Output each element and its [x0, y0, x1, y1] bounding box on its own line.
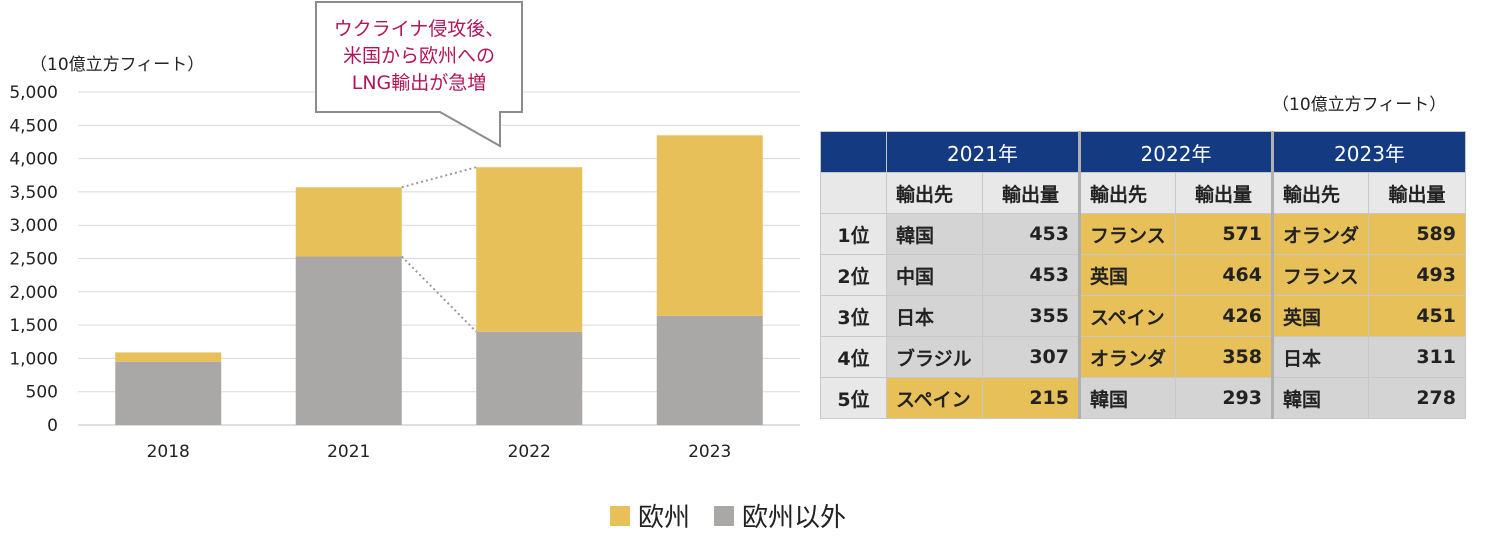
bar-segment: [115, 352, 222, 362]
export-ranking-table: 2021年 2022年 2023年 輸出先 輸出量 輸出先 輸出量 輸出先 輸出…: [820, 131, 1466, 419]
volume-cell: 307: [982, 336, 1080, 378]
connector-line-bottom: [401, 255, 477, 333]
y-tick-label: 3,000: [9, 216, 58, 236]
y-tick-label: 2,000: [9, 283, 58, 303]
volume-cell: 355: [982, 295, 1080, 337]
y-tick-label: 5,000: [9, 83, 58, 103]
x-tick-label: 2022: [508, 442, 551, 462]
bar-segment: [656, 135, 763, 316]
destination-cell: 日本: [886, 295, 983, 337]
y-tick-label: 4,500: [9, 116, 58, 136]
destination-cell: フランス: [1078, 213, 1176, 255]
destination-cell: 日本: [1271, 336, 1369, 378]
subheader-corner: [820, 172, 887, 214]
col-vol-2021: 輸出量: [982, 172, 1080, 214]
rank-label: 1位: [820, 213, 887, 255]
legend-item-europe: 欧州: [610, 497, 690, 534]
bar-segment: [115, 361, 222, 425]
volume-cell: 311: [1368, 336, 1466, 378]
header-corner: [820, 131, 887, 173]
year-2023-header: 2023年: [1271, 131, 1466, 173]
x-tick-label: 2021: [327, 442, 370, 462]
connector-line-top: [401, 166, 477, 189]
bar-segment: [476, 331, 583, 425]
destination-cell: ブラジル: [886, 336, 983, 378]
volume-cell: 453: [982, 254, 1080, 296]
volume-cell: 426: [1175, 295, 1273, 337]
rank-label: 3位: [820, 295, 887, 337]
col-dest-2021: 輸出先: [886, 172, 983, 214]
x-tick-label: 2023: [688, 442, 731, 462]
bar-segment: [295, 256, 402, 425]
legend-item-non-europe: 欧州以外: [714, 497, 846, 534]
x-tick-label: 2018: [147, 442, 190, 462]
rank-label: 4位: [820, 336, 887, 378]
bar-segment: [476, 167, 583, 332]
subheader-row: 輸出先 輸出量 輸出先 輸出量 輸出先 輸出量: [820, 172, 1466, 214]
annotation-callout: ウクライナ侵攻後、 米国から欧州への LNG輸出が急増: [316, 2, 522, 112]
rank-label: 2位: [820, 254, 887, 296]
destination-cell: 英国: [1078, 254, 1176, 296]
table-row: 4位 ブラジル 307 オランダ 358 日本 311: [820, 336, 1466, 378]
legend-swatch-europe: [610, 505, 630, 526]
year-2021-header: 2021年: [886, 131, 1080, 173]
annotation-line-2: 米国から欧州への: [342, 45, 495, 67]
col-vol-2022: 輸出量: [1175, 172, 1273, 214]
destination-cell: 韓国: [1271, 377, 1369, 419]
legend-label-europe: 欧州: [638, 503, 691, 533]
table-row: 2位 中国 453 英国 464 フランス 493: [820, 254, 1466, 296]
bar-segment: [295, 187, 402, 257]
destination-cell: オランダ: [1078, 336, 1176, 378]
col-dest-2022: 輸出先: [1078, 172, 1176, 214]
destination-cell: 韓国: [1078, 377, 1176, 419]
volume-cell: 278: [1368, 377, 1466, 419]
year-header-row: 2021年 2022年 2023年: [820, 131, 1466, 173]
y-tick-label: 2,500: [9, 250, 58, 270]
chart-unit-label: （10億立方フィート）: [30, 55, 205, 75]
volume-cell: 215: [982, 377, 1080, 419]
destination-cell: オランダ: [1271, 213, 1369, 255]
volume-cell: 571: [1175, 213, 1273, 255]
destination-cell: フランス: [1271, 254, 1369, 296]
legend-label-non-europe: 欧州以外: [742, 503, 847, 533]
y-tick-label: 0: [47, 416, 58, 436]
table-row: 5位 スペイン 215 韓国 293 韓国 278: [820, 377, 1466, 419]
table-row: 1位 韓国 453 フランス 571 オランダ 589: [820, 213, 1466, 255]
table-unit-label: （10億立方フィート）: [1272, 95, 1447, 115]
volume-cell: 464: [1175, 254, 1273, 296]
volume-cell: 493: [1368, 254, 1466, 296]
y-tick-label: 1,000: [9, 349, 58, 369]
destination-cell: 中国: [886, 254, 983, 296]
stacked-bar-chart: 0 500 1,000 1,500 2,000 2,500 3,000 3,500 4,000 4…: [9, 1, 800, 462]
volume-cell: 589: [1368, 213, 1466, 255]
bar-segment: [656, 315, 763, 425]
y-tick-label: 1,500: [9, 316, 58, 336]
destination-cell: 韓国: [886, 213, 983, 255]
col-dest-2023: 輸出先: [1271, 172, 1369, 214]
rank-label: 5位: [820, 377, 887, 419]
destination-cell: スペイン: [1078, 295, 1176, 337]
volume-cell: 293: [1175, 377, 1273, 419]
annotation-line-3: LNG輸出が急増: [351, 72, 487, 94]
y-tick-label: 3,500: [9, 183, 58, 203]
destination-cell: スペイン: [886, 377, 983, 419]
y-tick-label: 4,000: [9, 150, 58, 170]
volume-cell: 453: [982, 213, 1080, 255]
volume-cell: 451: [1368, 295, 1466, 337]
destination-cell: 英国: [1271, 295, 1369, 337]
volume-cell: 358: [1175, 336, 1273, 378]
chart-legend: 欧州 欧州以外: [610, 497, 870, 534]
annotation-line-1: ウクライナ侵攻後、: [333, 18, 505, 40]
table-row: 3位 日本 355 スペイン 426 英国 451: [820, 295, 1466, 337]
y-tick-label: 500: [26, 383, 58, 403]
table-body: 輸出先 輸出量 輸出先 輸出量 輸出先 輸出量 1位 韓国 453 フランス 571 オラ…: [820, 172, 1466, 419]
callout-bubble: [315, 1, 523, 148]
year-2022-header: 2022年: [1078, 131, 1273, 173]
legend-swatch-non-europe: [714, 505, 735, 526]
col-vol-2023: 輸出量: [1368, 172, 1466, 214]
